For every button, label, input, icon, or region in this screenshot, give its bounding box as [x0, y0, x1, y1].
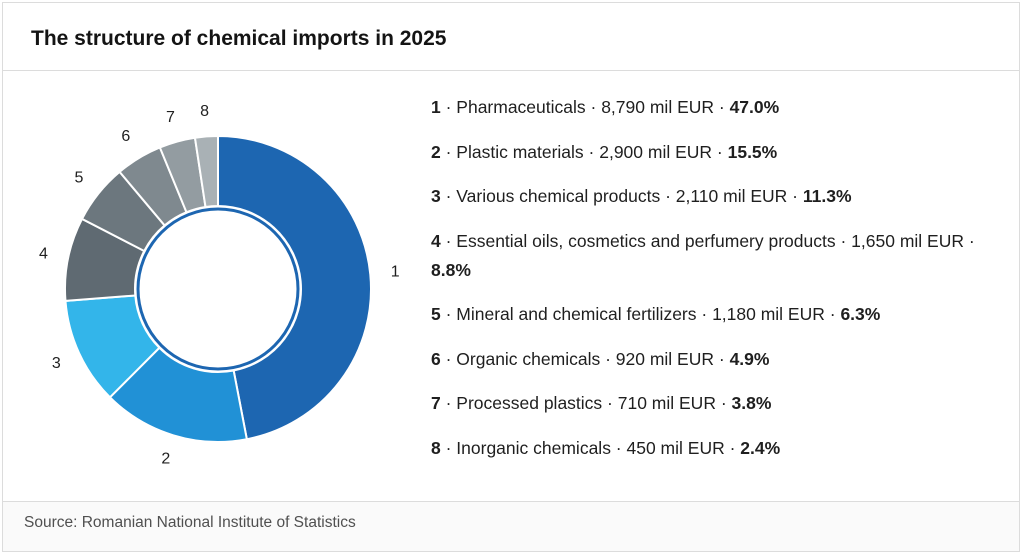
legend-percentage: 47.0% [729, 97, 780, 117]
legend-category: · Mineral and chemical fertilizers · [440, 304, 713, 324]
slice-label-1: 1 [391, 264, 400, 281]
legend-category: · Pharmaceuticals · [440, 97, 602, 117]
chart-title: The structure of chemical imports in 202… [31, 27, 447, 50]
slice-label-2: 2 [161, 451, 170, 468]
source-note: Source: Romanian National Institute of S… [24, 514, 356, 531]
donut-inner-ring [136, 207, 300, 371]
legend-value: 1,650 mil EUR · [851, 230, 975, 251]
donut-slice-1 [217, 134, 372, 441]
slice-label-3: 3 [52, 355, 61, 372]
legend-number: 1 [431, 97, 441, 117]
legend-item-6: 6 · Organic chemicals · 920 mil EUR · 4.… [431, 345, 1011, 374]
legend-number: 7 [431, 393, 441, 413]
legend-item-7: 7 · Processed plastics · 710 mil EUR · 3… [431, 389, 1011, 418]
chart-legend: 1 · Pharmaceuticals · 8,790 mil EUR · 47… [431, 93, 1011, 478]
card-header: The structure of chemical imports in 202… [3, 3, 1019, 71]
legend-value: 8,790 mil EUR · [601, 97, 730, 117]
legend-percentage: 8.8% [431, 259, 471, 280]
donut-chart: 1 2 3 4 5 6 7 8 [39, 103, 400, 468]
legend-number: 4 [431, 230, 441, 251]
legend-category: · Organic chemicals · [440, 348, 616, 369]
legend-percentage: 3.8% [731, 393, 772, 413]
legend-percentage: 11.3% [802, 186, 852, 206]
legend-value: 2,110 mil EUR · [675, 186, 803, 206]
legend-percentage: 4.9% [729, 348, 770, 369]
legend-item-3: 3 · Various chemical products · 2,110 mi… [431, 182, 1011, 211]
legend-category: · Processed plastics · [440, 393, 618, 413]
donut-slice-8 [193, 134, 219, 209]
legend-item-2: 2 · Plastic materials · 2,900 mil EUR · … [431, 138, 1011, 167]
legend-category: · Various chemical products · [440, 186, 676, 206]
slice-label-6: 6 [121, 128, 130, 145]
legend-percentage: 15.5% [727, 141, 778, 162]
legend-value: 710 mil EUR · [617, 393, 732, 413]
card-footer: Source: Romanian National Institute of S… [3, 501, 1019, 551]
legend-number: 8 [431, 437, 441, 458]
legend-value: 920 mil EUR · [615, 348, 730, 369]
slice-label-4: 4 [39, 245, 48, 262]
legend-number: 5 [431, 304, 441, 324]
legend-number: 3 [431, 186, 441, 206]
legend-item-5: 5 · Mineral and chemical fertilizers · 1… [431, 300, 1011, 329]
legend-category: · Plastic materials · [440, 141, 600, 162]
legend-number: 2 [431, 141, 441, 162]
legend-category: · Essential oils, cosmetics and perfumer… [440, 230, 852, 251]
legend-item-1: 1 · Pharmaceuticals · 8,790 mil EUR · 47… [431, 93, 1011, 122]
slice-label-7: 7 [166, 109, 175, 126]
slice-label-5: 5 [74, 169, 83, 186]
legend-value: 450 mil EUR · [626, 437, 741, 458]
legend-item-4: 4 · Essential oils, cosmetics and perfum… [431, 227, 1011, 285]
legend-percentage: 2.4% [740, 437, 781, 458]
legend-value: 2,900 mil EUR · [599, 141, 728, 162]
legend-category: · Inorganic chemicals · [440, 437, 627, 458]
legend-number: 6 [431, 348, 441, 369]
legend-percentage: 6.3% [840, 304, 881, 324]
slice-label-8: 8 [200, 103, 209, 120]
legend-item-8: 8 · Inorganic chemicals · 450 mil EUR · … [431, 434, 1011, 463]
legend-value: 1,180 mil EUR · [712, 304, 841, 324]
